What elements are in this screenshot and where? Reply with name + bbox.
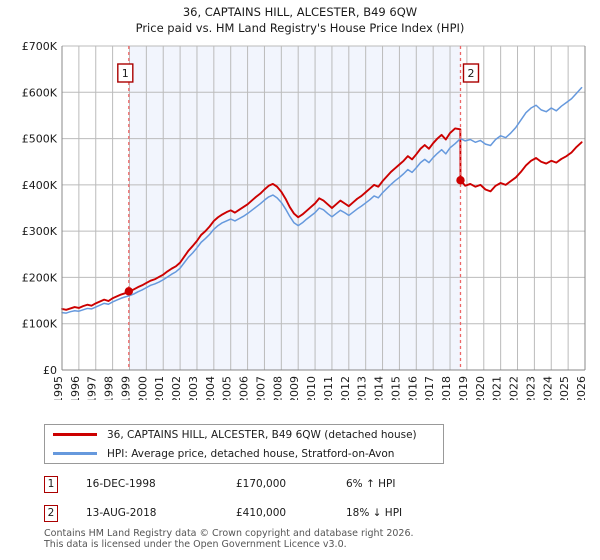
x-axis-tick-label: 2022 [508, 376, 521, 400]
y-axis-tick-label: £700K [22, 40, 58, 53]
chart-legend: 36, CAPTAINS HILL, ALCESTER, B49 6QW (de… [44, 424, 444, 464]
sale-marker-badge: 1 [44, 475, 58, 493]
sale-date: 16-DEC-1998 [86, 478, 156, 490]
chart-marker-badge-label: 1 [122, 67, 129, 80]
x-axis-tick-label: 2023 [524, 376, 537, 400]
x-axis-tick-label: 2003 [187, 376, 200, 400]
legend-item-price-paid: 36, CAPTAINS HILL, ALCESTER, B49 6QW (de… [45, 425, 443, 444]
page-title: 36, CAPTAINS HILL, ALCESTER, B49 6QW [182, 5, 418, 19]
x-axis-tick-label: 2004 [204, 376, 217, 400]
y-axis-tick-label: £600K [22, 86, 58, 99]
x-axis-tick-label: 1998 [103, 376, 116, 400]
x-axis-tick-label: 2006 [238, 376, 251, 400]
sale-record-row[interactable]: 2 13-AUG-2018 £410,000 18% ↓ HPI [44, 503, 474, 523]
legend-swatch-price-paid [53, 433, 97, 436]
x-axis-tick-label: 2019 [457, 376, 470, 400]
x-axis-tick-label: 2011 [322, 376, 335, 400]
x-axis-tick-label: 2017 [423, 376, 436, 400]
x-axis-tick-label: 2007 [254, 376, 267, 400]
y-axis-tick-label: £400K [22, 179, 58, 192]
x-axis-tick-label: 2016 [406, 376, 419, 400]
x-axis-tick-label: 1996 [69, 376, 82, 400]
chart-marker-badge-box [117, 63, 134, 83]
sale-point-marker[interactable] [124, 287, 134, 296]
footer-licence-line: This data is licensed under the Open Gov… [44, 539, 347, 550]
x-axis-tick-label: 2015 [389, 376, 402, 400]
sale-hpi-delta: 18% ↓ HPI [346, 507, 403, 519]
y-axis-tick-label: £200K [22, 271, 58, 284]
x-axis-tick-label: 2014 [373, 376, 386, 400]
x-axis-tick-label: 2024 [541, 376, 554, 400]
chart-marker-badge[interactable]: 1 [117, 63, 134, 83]
legend-label-price-paid: 36, CAPTAINS HILL, ALCESTER, B49 6QW (de… [107, 428, 417, 441]
x-axis-tick-label: 2020 [474, 376, 487, 400]
legend-item-hpi: HPI: Average price, detached house, Stra… [45, 444, 443, 463]
y-axis-tick-label: £0 [43, 364, 57, 377]
sale-price: £170,000 [236, 478, 287, 490]
chart-marker-badge[interactable]: 2 [462, 63, 480, 83]
x-axis-tick-label: 2005 [221, 376, 234, 400]
x-axis-tick-label: 2021 [491, 376, 504, 400]
footer-copyright-line: Contains HM Land Registry data © Crown c… [44, 528, 414, 539]
x-axis-tick-label: 2001 [153, 376, 166, 400]
x-axis-tick-label: 1997 [86, 376, 99, 400]
x-axis-tick-label: 2008 [271, 376, 284, 400]
sale-point-marker[interactable] [456, 176, 465, 185]
chart-svg: £0 £100K £200K £300K £400K £500K £600K £700K 199… [22, 40, 588, 400]
series-line-price-paid [61, 127, 583, 311]
x-axis-tick-label: 2000 [136, 376, 149, 400]
x-axis-tick-label: 2025 [558, 376, 571, 400]
legend-swatch-hpi [53, 452, 97, 455]
y-axis-tick-label: £100K [22, 318, 58, 331]
legend-label-hpi: HPI: Average price, detached house, Stra… [107, 447, 395, 460]
y-axis-tick-label: £300K [22, 225, 58, 238]
price-history-chart: £0 £100K £200K £300K £400K £500K £600K £700K 199… [22, 40, 588, 400]
sale-marker-badge: 2 [44, 504, 58, 522]
sale-record-row[interactable]: 1 16-DEC-1998 £170,000 6% ↑ HPI [44, 474, 474, 494]
chart-marker-badge-box [462, 63, 480, 83]
x-axis-tick-label: 2026 [575, 376, 588, 400]
sale-date: 13-AUG-2018 [86, 507, 157, 519]
series-line-hpi [61, 86, 583, 314]
page-subtitle: Price paid vs. HM Land Registry's House … [135, 21, 465, 35]
x-axis-tick-label: 2013 [356, 376, 369, 400]
x-axis-tick-label: 2002 [170, 376, 183, 400]
highlight-band [128, 46, 461, 370]
x-axis-tick-label: 2012 [339, 376, 352, 400]
x-axis-tick-label: 1995 [52, 376, 65, 400]
sale-hpi-delta: 6% ↑ HPI [346, 478, 396, 490]
attribution-footer: Contains HM Land Registry data © Crown c… [44, 528, 584, 550]
sale-price: £410,000 [236, 507, 287, 519]
x-axis-tick-label: 2018 [440, 376, 453, 400]
chart-marker-badge-label: 2 [467, 67, 474, 80]
chart-title-block: 36, CAPTAINS HILL, ALCESTER, B49 6QW Pri… [0, 4, 600, 36]
x-axis-tick-label: 2009 [288, 376, 301, 400]
x-axis-tick-label: 2010 [305, 376, 318, 400]
y-axis-tick-label: £500K [22, 133, 58, 146]
x-axis-tick-label: 1999 [119, 376, 132, 400]
